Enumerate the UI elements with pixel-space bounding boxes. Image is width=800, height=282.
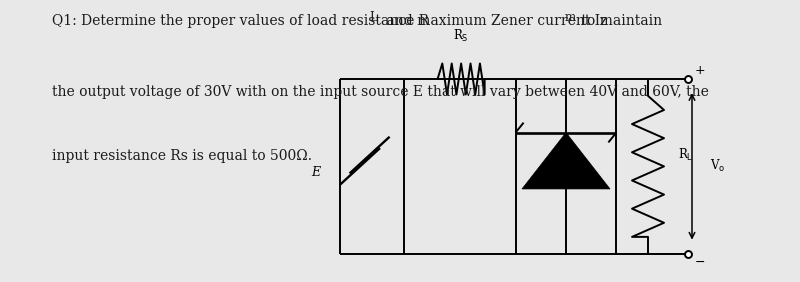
Text: L: L bbox=[370, 11, 378, 24]
Text: to maintain: to maintain bbox=[577, 14, 662, 28]
Text: E: E bbox=[311, 166, 321, 179]
Text: and maximum Zener current Iz: and maximum Zener current Iz bbox=[382, 14, 608, 28]
Polygon shape bbox=[522, 133, 610, 189]
Text: input resistance Rs is equal to 500Ω.: input resistance Rs is equal to 500Ω. bbox=[52, 149, 312, 164]
Text: m: m bbox=[565, 11, 576, 24]
Text: R$_{\sf L}$: R$_{\sf L}$ bbox=[678, 147, 694, 163]
Text: +: + bbox=[694, 64, 705, 77]
Text: V$_{\sf o}$: V$_{\sf o}$ bbox=[710, 158, 726, 175]
Text: Q1: Determine the proper values of load resistance R: Q1: Determine the proper values of load … bbox=[52, 14, 429, 28]
Text: R$_{\sf S}$: R$_{\sf S}$ bbox=[454, 28, 469, 44]
Text: −: − bbox=[694, 256, 705, 269]
Text: the output voltage of 30V with on the input source E that will vary between 40V : the output voltage of 30V with on the in… bbox=[52, 85, 709, 99]
